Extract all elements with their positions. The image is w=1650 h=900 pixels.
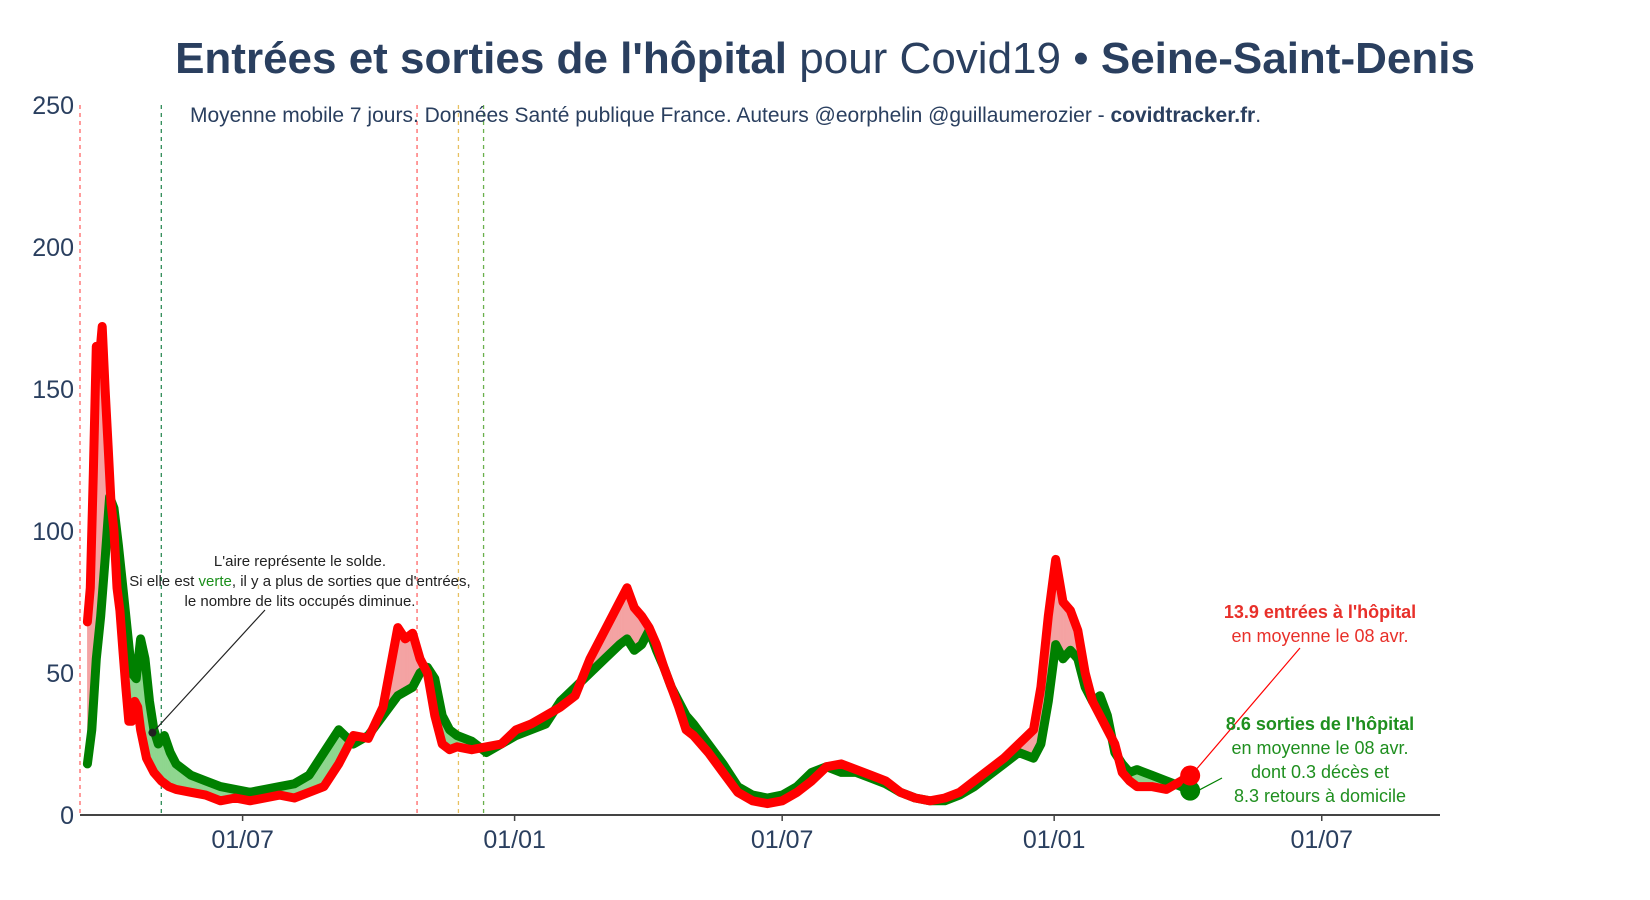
x-tick-label: 01/01 (1023, 826, 1086, 854)
exits-annotation-leader (1197, 777, 1223, 792)
x-tick-label: 01/07 (751, 826, 814, 854)
title-part2: pour Covid19 • (787, 34, 1101, 83)
entries-annotation-bold: 13.9 entrées à l'hôpital (1223, 602, 1417, 622)
reference-lines (79, 105, 485, 815)
entries-annotation: 13.9 entrées à l'hôpital en moyenne le 0… (1170, 600, 1470, 648)
subtitle-end: . (1255, 104, 1262, 127)
exits-line (82, 492, 1195, 806)
area-explanation-note: L'aire représente le solde. Si elle est … (100, 552, 500, 612)
y-tick-label: 250 (32, 92, 74, 120)
subtitle-text: Moyenne mobile 7 jours. Données Santé pu… (190, 104, 1111, 127)
entries-end-marker (1180, 765, 1201, 786)
exits-annotation-line2: en moyenne le 08 avr. (1231, 738, 1409, 758)
y-tick-label: 0 (60, 802, 74, 830)
y-tick-label: 100 (32, 518, 74, 546)
y-tick-label: 150 (32, 376, 74, 404)
note-line2b: verte (198, 573, 232, 590)
y-tick-label: 200 (32, 234, 74, 262)
entries-annotation-leader (1195, 647, 1301, 770)
x-tick-label: 01/07 (211, 826, 274, 854)
subtitle-site: covidtracker.fr (1110, 104, 1256, 127)
note-leader-line (154, 609, 266, 731)
note-leader-dot (148, 728, 157, 737)
y-tick-label: 50 (46, 660, 74, 688)
note-line2a: Si elle est (129, 573, 199, 590)
entries-annotation-line2: en moyenne le 08 avr. (1231, 626, 1409, 646)
note-line3: le nombre de lits occupés diminue. (184, 593, 416, 610)
exits-annotation-line4: 8.3 retours à domicile (1233, 786, 1407, 806)
title-part1: Entrées et sorties de l'hôpital (175, 34, 788, 83)
x-tick-label: 01/07 (1290, 826, 1353, 854)
exits-annotation-bold: 8.6 sorties de l'hôpital (1225, 714, 1415, 734)
note-line1: L'aire représente le solde. (213, 553, 387, 570)
exits-annotation: 8.6 sorties de l'hôpital en moyenne le 0… (1170, 712, 1470, 808)
chart-title: Entrées et sorties de l'hôpital pour Cov… (0, 34, 1650, 84)
x-tick-label: 01/01 (483, 826, 546, 854)
note-line2: Si elle est verte, il y a plus de sortie… (100, 572, 500, 592)
axes: 0 50 100 150 200 250 01/07 01/01 01/07 01/01 01/07 (32, 92, 1440, 854)
entries-line (82, 322, 1195, 809)
chart-subtitle: Moyenne mobile 7 jours. Données Santé pu… (190, 104, 1261, 128)
exits-end-marker (1180, 780, 1201, 801)
exits-annotation-line3: dont 0.3 décès et (1250, 762, 1390, 782)
series-lines (82, 322, 1195, 809)
markers (148, 609, 1301, 801)
title-part3: Seine-Saint-Denis (1100, 34, 1475, 83)
note-line2c: , il y a plus de sorties que d'entrées, (231, 573, 471, 590)
